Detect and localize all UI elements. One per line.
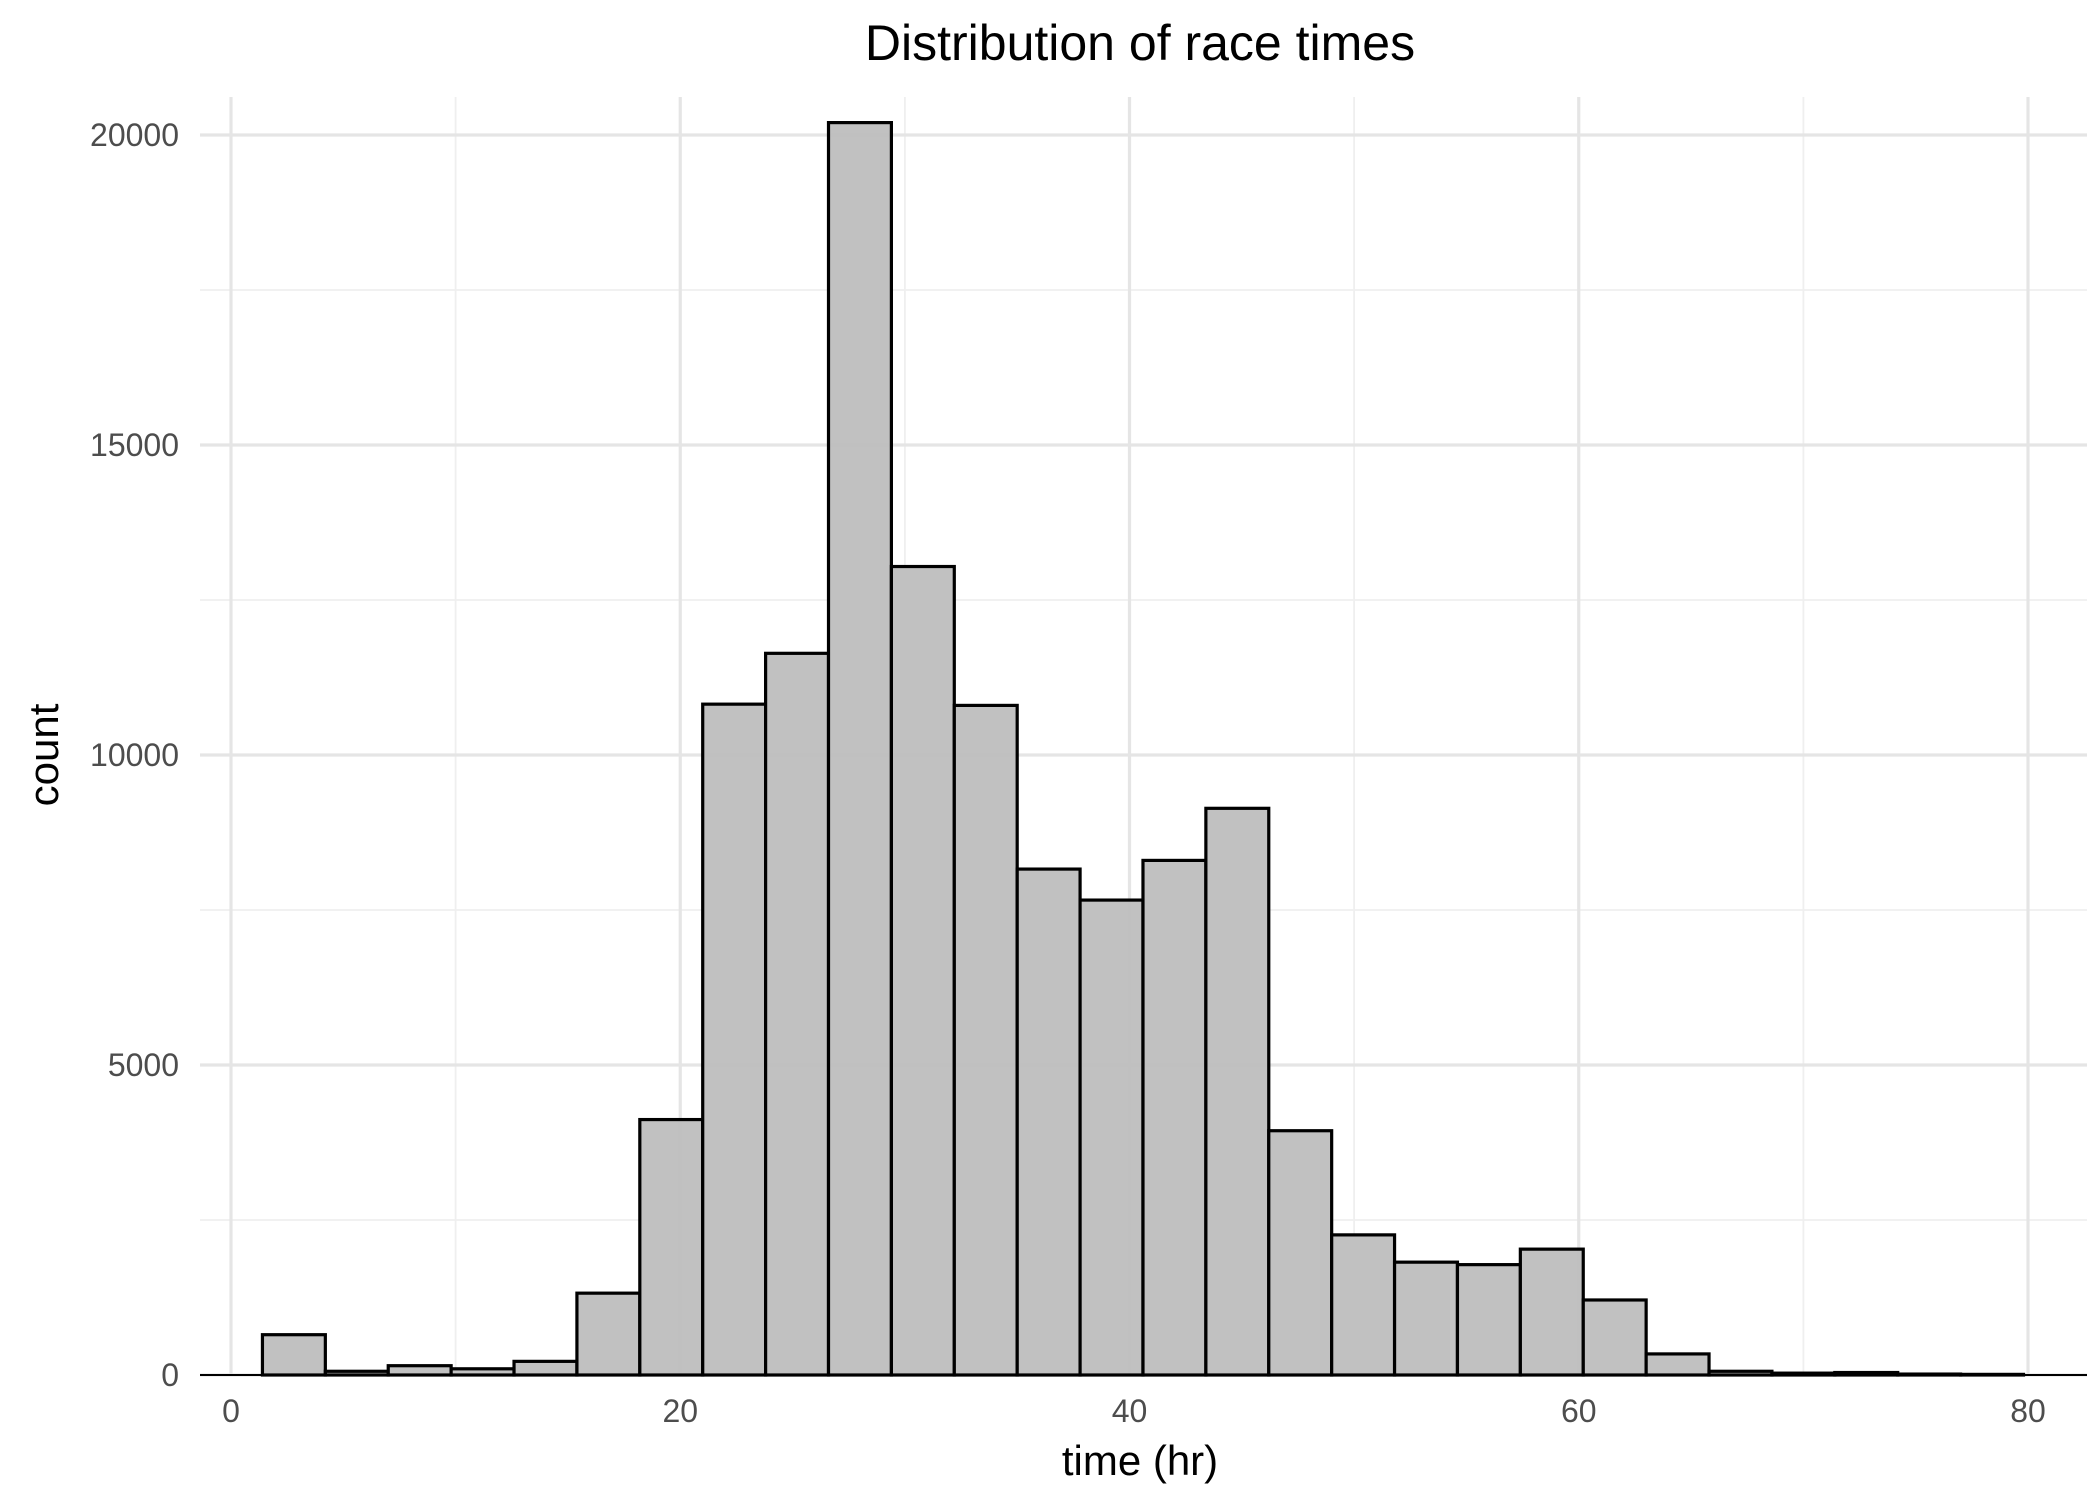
histogram-bar xyxy=(1204,806,1271,1377)
histogram-bar xyxy=(952,703,1019,1377)
histogram-bars xyxy=(260,120,2026,1377)
histogram-bar xyxy=(1392,1260,1460,1377)
histogram-bar xyxy=(512,1359,579,1377)
histogram-bar xyxy=(638,1117,705,1377)
histogram-bar xyxy=(1644,1352,1711,1377)
histogram-bar xyxy=(889,564,956,1377)
x-tick-label: 0 xyxy=(222,1393,240,1429)
y-axis-tick-labels: 0 5000 10000 15000 20000 xyxy=(90,117,179,1393)
histogram-bar xyxy=(1267,1129,1334,1377)
histogram-bar xyxy=(1330,1233,1397,1377)
histogram-bar xyxy=(1581,1298,1648,1377)
y-axis-title: count xyxy=(20,703,67,806)
y-tick-label: 0 xyxy=(161,1357,179,1393)
histogram-bar xyxy=(1455,1263,1522,1377)
y-tick-label: 5000 xyxy=(108,1047,179,1083)
histogram-bar xyxy=(826,120,893,1377)
x-tick-label: 20 xyxy=(662,1393,698,1429)
histogram-bar xyxy=(260,1333,327,1377)
x-axis-title: time (hr) xyxy=(1062,1437,1218,1484)
chart-title: Distribution of race times xyxy=(865,15,1415,71)
histogram-bar xyxy=(386,1364,453,1377)
histogram-bar xyxy=(764,651,831,1377)
histogram-bar xyxy=(701,702,768,1377)
histogram-bar xyxy=(1141,858,1208,1377)
y-tick-label: 20000 xyxy=(90,117,179,153)
y-tick-label: 10000 xyxy=(90,737,179,773)
histogram-bar xyxy=(1518,1247,1585,1377)
x-tick-label: 80 xyxy=(2010,1393,2046,1429)
x-axis-tick-labels: 0 20 40 60 80 xyxy=(222,1393,2046,1429)
y-tick-label: 15000 xyxy=(90,427,179,463)
histogram-bar xyxy=(575,1291,642,1377)
histogram-bar xyxy=(1078,898,1145,1377)
histogram-bar xyxy=(1015,867,1082,1377)
x-tick-label: 40 xyxy=(1112,1393,1148,1429)
x-tick-label: 60 xyxy=(1561,1393,1597,1429)
